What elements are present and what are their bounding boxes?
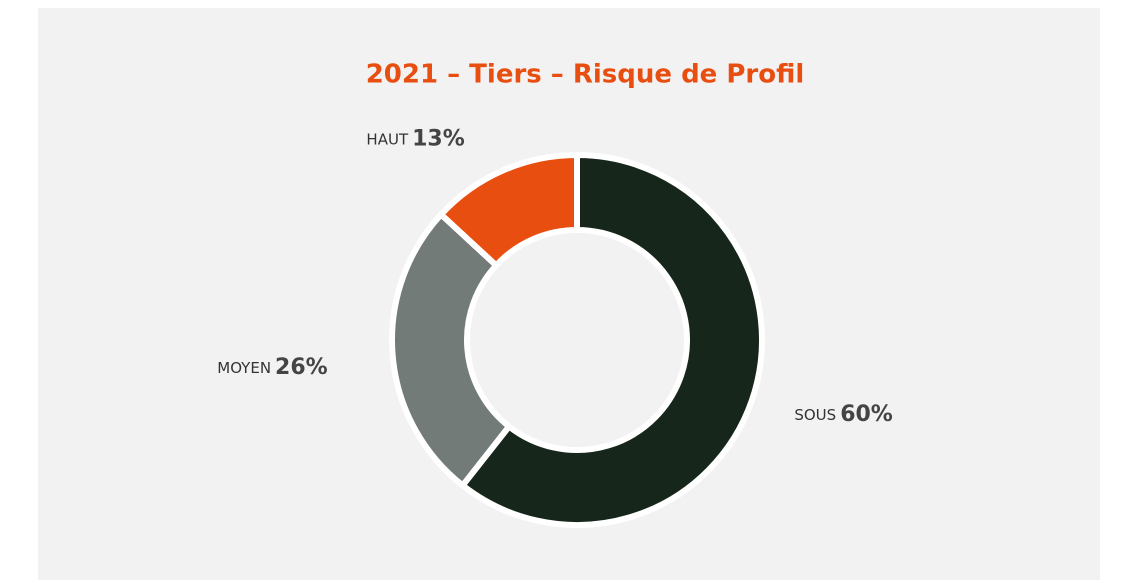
donut-slice [436, 151, 580, 270]
slice-label: HAUT 13% [366, 126, 464, 151]
donut-slice [458, 151, 765, 528]
slice-label: MOYEN 26% [217, 355, 327, 380]
slice-category: SOUS [794, 406, 836, 424]
slice-category: HAUT [366, 130, 409, 148]
slice-category: MOYEN [217, 359, 271, 377]
slice-value: 60% [840, 402, 893, 427]
slice-value: 26% [275, 355, 328, 380]
donut-slice [389, 210, 514, 490]
slice-value: 13% [412, 126, 465, 151]
chart-title: 2021 – Tiers – Risque de Profil [366, 60, 805, 90]
slice-label: SOUS 60% [794, 402, 893, 427]
